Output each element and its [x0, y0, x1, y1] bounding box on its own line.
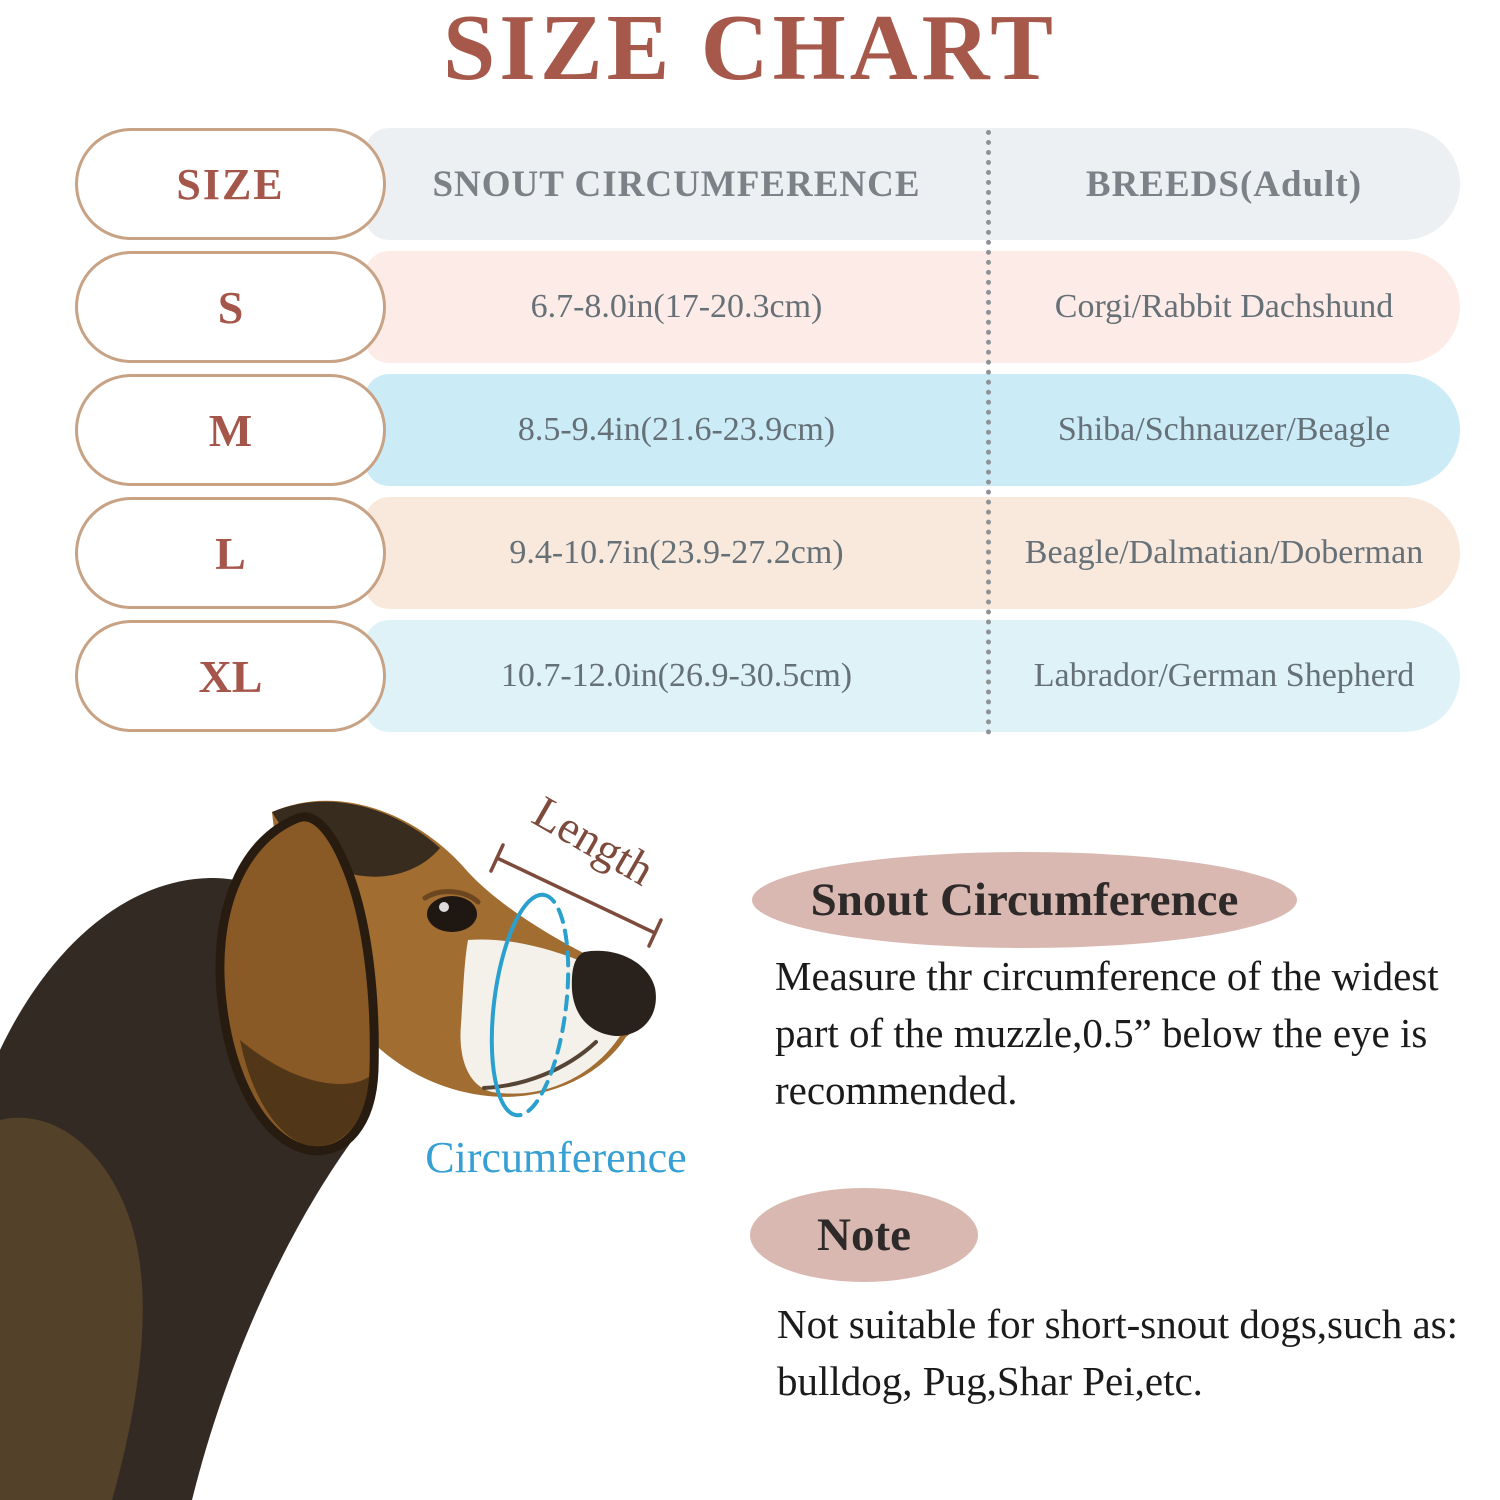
note-text: Not suitable for short-snout dogs,such a…	[777, 1301, 1458, 1404]
column-divider-dotted-line	[986, 130, 991, 735]
breeds-value: Shiba/Schnauzer/Beagle	[1057, 411, 1391, 448]
dog-shoulder-brown-patch	[0, 1117, 143, 1500]
table-row: 8.5-9.4in(21.6-23.9cm) Shiba/Schnauzer/B…	[75, 374, 1460, 486]
row-band: 6.7-8.0in(17-20.3cm) Corgi/Rabbit Dachsh…	[365, 251, 1460, 363]
header-snout-circumference: SNOUT CIRCUMFERENCE	[432, 163, 921, 205]
snout-value: 9.4-10.7in(23.9-27.2cm)	[509, 534, 844, 571]
table-row: 10.7-12.0in(26.9-30.5cm) Labrador/German…	[75, 620, 1460, 732]
header-band: SNOUT CIRCUMFERENCE BREEDS(Adult)	[365, 128, 1460, 240]
row-band: 8.5-9.4in(21.6-23.9cm) Shiba/Schnauzer/B…	[365, 374, 1460, 486]
page-title: SIZE CHART	[443, 0, 1057, 100]
snout-circumference-heading: Snout Circumference	[752, 852, 1297, 948]
breeds-value: Labrador/German Shepherd	[1033, 657, 1415, 694]
table-row: 6.7-8.0in(17-20.3cm) Corgi/Rabbit Dachsh…	[75, 251, 1460, 363]
snout-value: 10.7-12.0in(26.9-30.5cm)	[500, 657, 853, 694]
size-pill: XL	[75, 620, 386, 732]
dog-ear-shadow	[240, 1040, 370, 1147]
muzzle-circumference-ellipse	[489, 892, 571, 1118]
header-breeds: BREEDS(Adult)	[1085, 163, 1363, 205]
size-pill: M	[75, 374, 386, 486]
length-measure-line	[489, 843, 663, 948]
dog-measurement-diagram: Length Circumference	[0, 786, 720, 1500]
breeds-value: Beagle/Dalmatian/Doberman	[1024, 534, 1424, 571]
dog-eyelid-line	[422, 889, 481, 905]
circumference-label: Circumference	[425, 1133, 686, 1182]
row-band: 10.7-12.0in(26.9-30.5cm) Labrador/German…	[365, 620, 1460, 732]
dog-eye-glint	[439, 902, 449, 912]
table-header-row: SNOUT CIRCUMFERENCE BREEDS(Adult) SIZE	[75, 128, 1460, 240]
snout-value: 6.7-8.0in(17-20.3cm)	[530, 288, 823, 325]
dog-chest	[192, 1096, 685, 1500]
header-size-pill: SIZE	[75, 128, 386, 240]
dog-eye	[427, 896, 477, 932]
size-table: SNOUT CIRCUMFERENCE BREEDS(Adult) SIZE 6…	[75, 128, 1460, 743]
row-band: 9.4-10.7in(23.9-27.2cm) Beagle/Dalmatian…	[365, 497, 1460, 609]
snout-circumference-instructions: Measure thr circumference of the widest …	[775, 953, 1439, 1113]
beagle-photo-illustration: Length Circumference	[0, 786, 687, 1500]
dog-nose	[571, 950, 656, 1036]
snout-value: 8.5-9.4in(21.6-23.9cm)	[517, 411, 836, 448]
size-pill: S	[75, 251, 386, 363]
table-row: 9.4-10.7in(23.9-27.2cm) Beagle/Dalmatian…	[75, 497, 1460, 609]
breeds-value: Corgi/Rabbit Dachshund	[1054, 288, 1394, 325]
note-heading: Note	[750, 1188, 978, 1282]
size-pill: L	[75, 497, 386, 609]
